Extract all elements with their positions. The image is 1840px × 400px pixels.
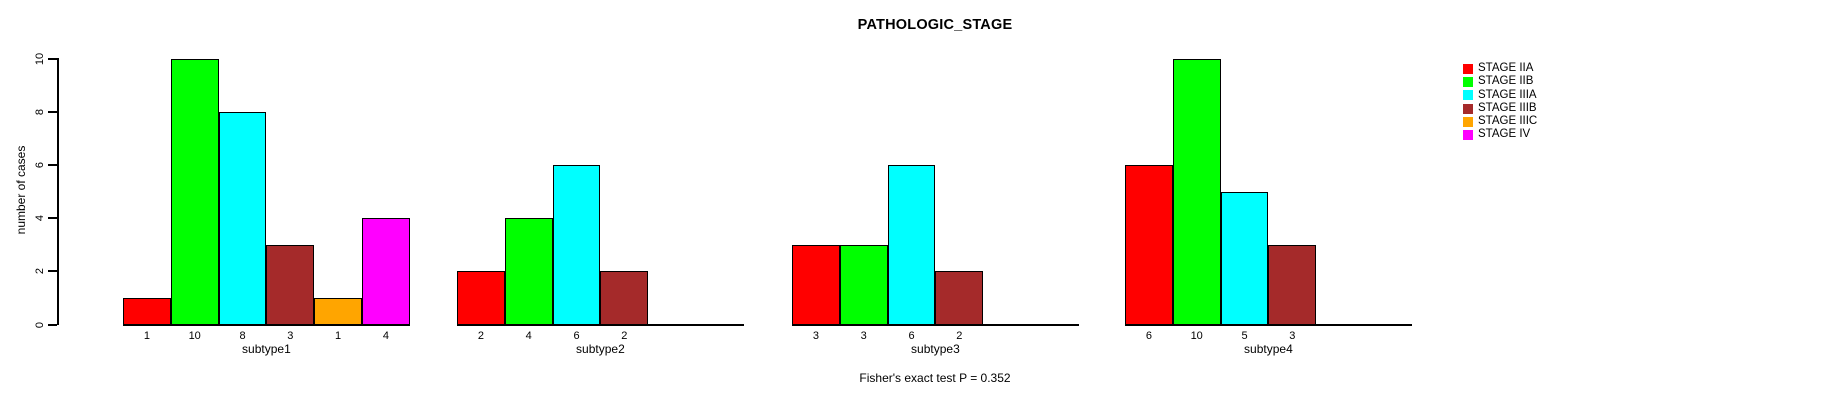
legend-swatch <box>1463 63 1473 74</box>
bar-value-label: 3 <box>1289 330 1296 342</box>
bar-value-label: 2 <box>956 330 963 342</box>
bar-value-label: 8 <box>239 330 246 342</box>
y-tick-label: 8 <box>34 109 46 116</box>
legend-item: STAGE IV <box>1463 128 1537 141</box>
bar-subtype1-stage-iv <box>362 218 410 326</box>
bar-subtype4-stage-iib <box>1172 59 1221 326</box>
group-label-subtype3: subtype3 <box>911 342 960 356</box>
bar-value-label: 4 <box>525 330 532 342</box>
bar-subtype3-stage-iia <box>792 244 840 326</box>
bar-value-label: 6 <box>1145 330 1152 342</box>
bar-subtype3-stage-iiib <box>935 271 984 326</box>
bar-value-label: 6 <box>573 330 580 342</box>
bar-subtype3-stage-iiia <box>887 165 936 326</box>
y-axis-line <box>57 58 59 326</box>
legend-swatch <box>1463 130 1473 141</box>
y-tick <box>48 164 57 167</box>
bar-subtype1-stage-iib <box>170 59 219 326</box>
y-tick <box>48 270 57 273</box>
y-tick <box>48 323 57 326</box>
legend-label: STAGE IIIC <box>1478 115 1538 128</box>
y-axis-label: number of cases <box>14 145 28 235</box>
bar-value-label: 1 <box>143 330 150 342</box>
bar-subtype4-stage-iiia <box>1220 191 1269 326</box>
bar-value-label: 2 <box>621 330 628 342</box>
legend-label: STAGE IIIA <box>1478 88 1537 101</box>
legend-swatch <box>1463 90 1473 101</box>
bar-subtype2-stage-iiia <box>552 165 601 326</box>
bar-subtype1-stage-iiic <box>314 297 362 326</box>
group-label-subtype1: subtype1 <box>242 342 291 356</box>
y-tick <box>48 111 57 114</box>
bar-subtype2-stage-iia <box>457 271 505 326</box>
legend-label: STAGE IV <box>1478 128 1531 141</box>
bar-value-label: 3 <box>812 330 819 342</box>
bar-subtype1-stage-iiia <box>218 112 267 326</box>
bar-subtype2-stage-iib <box>504 218 553 326</box>
y-tick <box>48 58 57 61</box>
group-label-subtype2: subtype2 <box>576 342 625 356</box>
legend-label: STAGE IIA <box>1478 62 1534 74</box>
chart-title: PATHOLOGIC_STAGE <box>857 17 1013 33</box>
bar-subtype1-stage-iiib <box>266 244 315 326</box>
legend-swatch <box>1463 76 1473 87</box>
bar-value-label: 10 <box>188 330 201 342</box>
legend-item: STAGE IIA <box>1463 62 1537 75</box>
fisher-test-annotation: Fisher's exact test P = 0.352 <box>859 371 1011 385</box>
y-tick-label: 0 <box>34 321 46 328</box>
y-tick-label: 10 <box>34 53 46 66</box>
bar-value-label: 3 <box>287 330 294 342</box>
group-label-subtype4: subtype4 <box>1244 342 1293 356</box>
bar-value-label: 5 <box>1241 330 1248 342</box>
bar-subtype4-stage-iia <box>1125 165 1173 326</box>
bar-subtype4-stage-iiib <box>1268 244 1317 326</box>
legend-label: STAGE IIB <box>1478 75 1534 88</box>
legend-swatch <box>1463 103 1473 114</box>
legend-swatch <box>1463 116 1473 127</box>
legend-label: STAGE IIIB <box>1478 101 1537 114</box>
legend-item: STAGE IIIC <box>1463 115 1537 128</box>
legend-item: STAGE IIB <box>1463 75 1537 88</box>
bar-subtype3-stage-iib <box>839 244 888 326</box>
bar-value-label: 4 <box>382 330 389 342</box>
y-tick <box>48 217 57 220</box>
legend-item: STAGE IIIB <box>1463 102 1537 115</box>
y-tick-label: 6 <box>34 162 46 169</box>
bar-value-label: 2 <box>477 330 484 342</box>
legend: STAGE IIA STAGE IIB STAGE IIIA STAGE IIIB ST… <box>1463 62 1537 142</box>
legend-item: STAGE IIIA <box>1463 89 1537 102</box>
bar-value-label: 6 <box>908 330 915 342</box>
bar-subtype2-stage-iiib <box>600 271 649 326</box>
bar-value-label: 3 <box>860 330 867 342</box>
bar-value-label: 1 <box>335 330 342 342</box>
y-tick-label: 4 <box>34 215 46 222</box>
y-tick-label: 2 <box>34 268 46 275</box>
bar-subtype1-stage-iia <box>123 297 171 326</box>
bar-value-label: 10 <box>1190 330 1203 342</box>
